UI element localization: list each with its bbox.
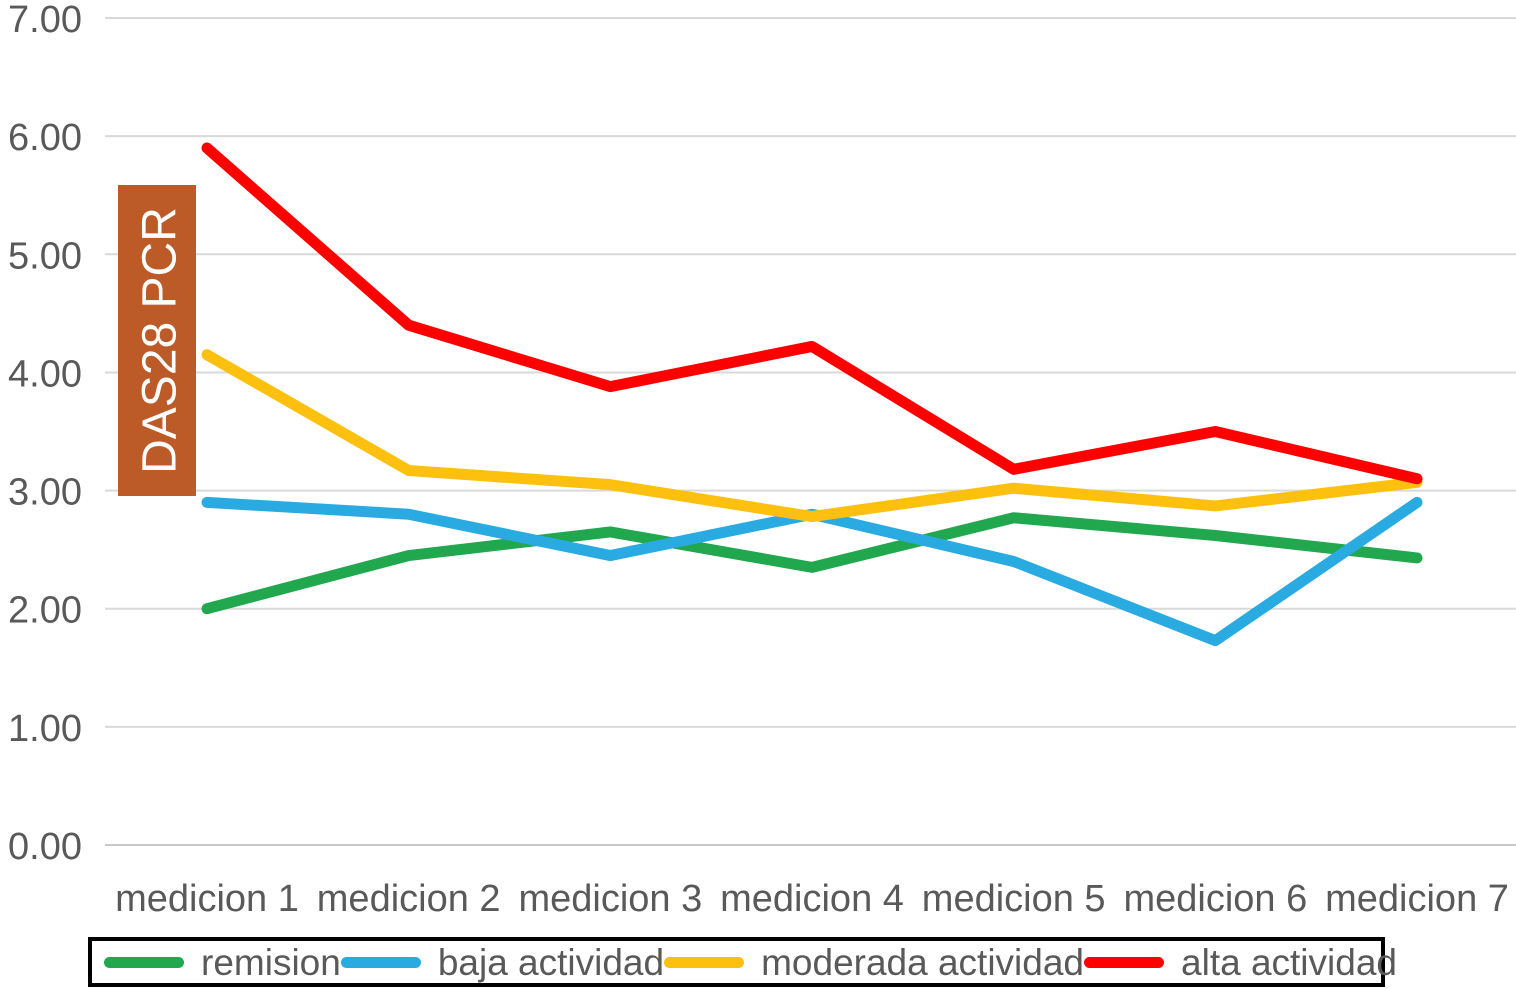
line-chart: 0.00 1.00 2.00 3.00 4.00 5.00 6.00 7.00 medicion… bbox=[8, 0, 1516, 920]
x-axis-category-label: medicion 4 bbox=[720, 878, 904, 920]
legend-color-swatch bbox=[340, 956, 421, 968]
legend-item-label: remision bbox=[201, 941, 341, 983]
legend-color-swatch bbox=[1084, 956, 1165, 968]
legend-color-swatch bbox=[104, 956, 184, 968]
legend-item-alta-actividad: alta actividad bbox=[1084, 944, 1397, 981]
legend-item-label: alta actividad bbox=[1181, 941, 1397, 983]
y-axis-tick-label: 5.00 bbox=[8, 235, 82, 277]
chart-legend: remision baja actividad moderada actividad… bbox=[88, 937, 1397, 987]
x-axis-category-label: medicion 6 bbox=[1123, 878, 1307, 920]
legend-item-label: baja actividad bbox=[437, 941, 665, 983]
series-line-moderada-actividad bbox=[201, 349, 1423, 523]
legend-item-remision: remision bbox=[104, 944, 341, 981]
x-axis-category-label: medicion 1 bbox=[115, 878, 299, 920]
x-axis-category-label: medicion 7 bbox=[1325, 878, 1509, 920]
y-axis-tick-label: 7.00 bbox=[8, 0, 82, 41]
series-line-remision bbox=[201, 512, 1423, 615]
y-axis-tick-label: 3.00 bbox=[8, 472, 82, 514]
y-axis-title: DAS28 PCR bbox=[134, 207, 187, 474]
x-axis-category-label: medicion 2 bbox=[317, 878, 501, 920]
y-axis-tick-label: 1.00 bbox=[8, 708, 82, 750]
y-axis-tick-label: 4.00 bbox=[8, 353, 82, 395]
x-axis-category-label: medicion 5 bbox=[922, 878, 1106, 920]
x-axis-category-label: medicion 3 bbox=[518, 878, 702, 920]
legend-color-swatch bbox=[664, 956, 745, 968]
y-axis-tick-label: 0.00 bbox=[8, 826, 82, 868]
y-axis-title-box bbox=[118, 185, 196, 496]
legend-item-moderada-actividad: moderada actividad bbox=[664, 944, 1084, 981]
legend-item-label: moderada actividad bbox=[761, 941, 1085, 983]
y-axis-tick-label: 6.00 bbox=[8, 117, 82, 159]
y-axis-tick-label: 2.00 bbox=[8, 590, 82, 632]
series-line-alta-actividad bbox=[201, 142, 1423, 485]
legend-item-baja-actividad: baja actividad bbox=[340, 941, 665, 983]
